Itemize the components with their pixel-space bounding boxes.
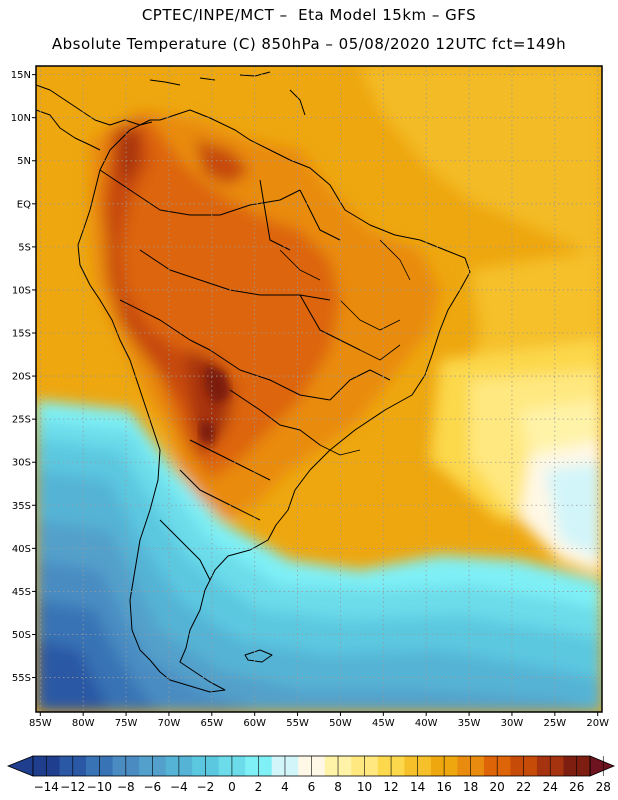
lon-tick-label: 40W xyxy=(415,718,438,729)
lat-tick-label: 55S xyxy=(12,673,31,684)
coastline-falklands xyxy=(244,649,273,663)
lat-tick-label: 5S xyxy=(18,242,31,253)
colorbar-tick-label: 6 xyxy=(308,780,316,794)
lat-tick-label: 25S xyxy=(12,415,31,426)
lon-tick-label: 20W xyxy=(586,718,609,729)
colorbar-tick-label: −10 xyxy=(87,780,112,794)
lat-tick-label: 15S xyxy=(12,329,31,340)
colorbar-tick-label: 0 xyxy=(228,780,236,794)
colorbar-tick-label: 20 xyxy=(490,780,505,794)
lon-tick-label: 30W xyxy=(501,718,524,729)
colorbar-tick-label: 16 xyxy=(436,780,451,794)
colorbar-tick-label: 26 xyxy=(569,780,584,794)
colorbar-tick-label: 18 xyxy=(463,780,478,794)
colorbar-under-triangle xyxy=(6,755,34,777)
colorbar-tick-label: 28 xyxy=(596,780,611,794)
lon-tick-label: 35W xyxy=(458,718,481,729)
lon-tick-label: 45W xyxy=(372,718,395,729)
colorbar-tick-label: 4 xyxy=(281,780,289,794)
lat-tick-label: 15N xyxy=(11,70,31,81)
colorbar-tick-label: −14 xyxy=(34,780,59,794)
lat-tick-label: 20S xyxy=(12,372,31,383)
colorbar-tick-label: 12 xyxy=(383,780,398,794)
lon-tick-label: 80W xyxy=(72,718,95,729)
map-title-field: Absolute Temperature (C) 850hPa – 05/08/… xyxy=(51,35,567,53)
lat-tick-label: 40S xyxy=(12,544,31,555)
lon-tick-label: 75W xyxy=(115,718,138,729)
map-title-model: CPTEC/INPE/MCT – Eta Model 15km – GFS xyxy=(141,6,477,24)
colorbar-over-triangle xyxy=(589,755,616,777)
temperature-field xyxy=(36,66,602,712)
colorbar-tick-label: 2 xyxy=(255,780,263,794)
colorbar-tick-label: −12 xyxy=(60,780,85,794)
colorbar-tick-label: 8 xyxy=(334,780,342,794)
longitude-axis: 85W 80W 75W 70W 65W 60W 55W 50W 45W 40W 35W 30W 25W 2… xyxy=(29,712,609,729)
colorbar-tick-label: −2 xyxy=(197,780,215,794)
colorbar-tick-label: −6 xyxy=(144,780,162,794)
colorbar: −14 −12 −10 −8 −6 −4 −2 0 2 4 6 8 10 12 14 16 18 20 22 24 26… xyxy=(6,755,616,794)
lon-tick-label: 85W xyxy=(29,718,52,729)
lat-tick-label: 30S xyxy=(12,458,31,469)
lat-tick-label: 5N xyxy=(17,156,31,167)
colorbar-tick-label: −4 xyxy=(170,780,188,794)
borders-states xyxy=(279,239,411,456)
colorbar-tick-label: 22 xyxy=(516,780,531,794)
colorbar-tick-label: 10 xyxy=(357,780,372,794)
map-frame xyxy=(35,65,603,713)
lat-tick-label: 35S xyxy=(12,501,31,512)
coastline-central-america xyxy=(36,84,153,151)
colorbar-tick-label: −8 xyxy=(117,780,135,794)
lat-tick-label: 45S xyxy=(12,587,31,598)
colorbar-tick-label: 24 xyxy=(543,780,558,794)
lon-tick-label: 25W xyxy=(544,718,567,729)
lat-tick-label: 10N xyxy=(11,113,31,124)
caribbean-islands xyxy=(149,71,306,116)
lon-tick-label: 50W xyxy=(329,718,352,729)
latitude-axis: 15N 10N 5N EQ 5S 10S 15S 20S 25S 30S 35S 40S 45S 50S 5… xyxy=(11,70,36,684)
coastline-south-america xyxy=(77,109,471,693)
lon-tick-label: 70W xyxy=(158,718,181,729)
lat-tick-label: EQ xyxy=(17,199,31,210)
lon-tick-label: 55W xyxy=(286,718,309,729)
lat-tick-label: 10S xyxy=(12,285,31,296)
lon-tick-label: 65W xyxy=(200,718,223,729)
lon-tick-label: 60W xyxy=(243,718,266,729)
colorbar-tick-label: 14 xyxy=(410,780,425,794)
lat-tick-label: 50S xyxy=(12,630,31,641)
